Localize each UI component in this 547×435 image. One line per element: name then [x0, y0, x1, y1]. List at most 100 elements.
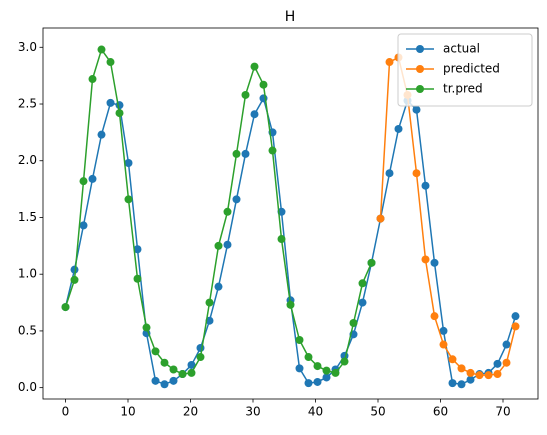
series-marker [169, 376, 178, 385]
series-marker [385, 169, 394, 178]
series-marker [349, 318, 358, 327]
series-marker [313, 377, 322, 386]
series-marker [232, 195, 241, 204]
series-marker [502, 340, 511, 349]
series-marker [358, 279, 367, 288]
series-marker [70, 275, 79, 284]
series-marker [457, 380, 466, 389]
legend-box [397, 33, 533, 107]
series-marker [466, 375, 475, 384]
series-marker [124, 195, 133, 204]
legend-label: tr.pred [443, 82, 483, 96]
series-marker [79, 177, 88, 186]
series-marker [268, 146, 277, 155]
legend-label: predicted [443, 62, 500, 76]
series-marker [331, 368, 340, 377]
series-marker [61, 303, 70, 312]
series-marker [439, 326, 448, 335]
series-marker [502, 358, 511, 367]
series-marker [232, 149, 241, 158]
legend-label: actual [443, 42, 480, 56]
series-marker [376, 214, 385, 223]
series-marker [250, 62, 259, 71]
x-tick-label: 60 [433, 405, 448, 419]
series-marker [295, 336, 304, 345]
series-marker [466, 368, 475, 377]
series-marker [97, 130, 106, 139]
series-marker [196, 353, 205, 362]
series-marker [187, 368, 196, 377]
series-marker [448, 379, 457, 388]
y-tick-label: 3.0 [18, 40, 37, 54]
series-marker [160, 380, 169, 389]
series-marker [340, 357, 349, 366]
legend-marker [416, 45, 424, 53]
series-marker [79, 221, 88, 230]
series-marker [214, 241, 223, 250]
series-marker [304, 379, 313, 388]
series-marker [106, 98, 115, 107]
series-marker [187, 360, 196, 369]
y-tick-label: 2.0 [18, 153, 37, 167]
series-marker [493, 370, 502, 379]
x-tick-label: 10 [120, 405, 135, 419]
series-marker [367, 258, 376, 267]
y-tick-label: 1.0 [18, 267, 37, 281]
series-marker [448, 355, 457, 364]
series-marker [493, 359, 502, 368]
series-marker [115, 101, 124, 110]
x-tick-label: 50 [370, 405, 385, 419]
series-marker [358, 298, 367, 307]
series-marker [160, 358, 169, 367]
series-marker [214, 282, 223, 291]
series-marker [394, 124, 403, 133]
series-marker [286, 300, 295, 309]
series-marker [97, 45, 106, 54]
series-marker [430, 258, 439, 267]
series-marker [178, 370, 187, 379]
series-marker [88, 75, 97, 84]
series-marker [115, 109, 124, 118]
series-marker [475, 371, 484, 380]
series-marker [322, 366, 331, 375]
series-marker [151, 376, 160, 385]
y-tick-label: 2.5 [18, 97, 37, 111]
series-marker [241, 90, 250, 99]
series-marker [412, 105, 421, 114]
legend-marker [416, 85, 424, 93]
legend: actual predicted tr.pred [397, 33, 533, 107]
series-marker [430, 312, 439, 321]
series-marker [133, 274, 142, 283]
series-marker [259, 80, 268, 89]
series-marker [142, 323, 151, 332]
series-marker [421, 255, 430, 264]
series-marker [106, 58, 115, 67]
series-marker [241, 149, 250, 158]
series-marker [151, 347, 160, 356]
series-marker [421, 181, 430, 190]
chart-title: H [285, 9, 296, 25]
x-tick-label: 40 [308, 405, 323, 419]
series-marker [439, 340, 448, 349]
series-marker [511, 322, 520, 331]
series-marker [124, 159, 133, 168]
series-marker [169, 365, 178, 374]
series-marker [205, 298, 214, 307]
plot-frame [42, 27, 539, 400]
series-marker [457, 364, 466, 373]
series-marker [511, 312, 520, 321]
series-marker [385, 58, 394, 67]
x-tick-label: 0 [62, 405, 70, 419]
y-tick-label: 0.5 [18, 323, 37, 337]
series-marker [322, 373, 331, 382]
series-marker [70, 265, 79, 274]
series-marker [295, 364, 304, 373]
series-marker [313, 362, 322, 371]
series-marker [196, 343, 205, 352]
series-marker [412, 169, 421, 178]
y-tick-label: 1.5 [18, 210, 37, 224]
legend-marker [416, 65, 424, 73]
x-tick-label: 70 [495, 405, 510, 419]
series-marker [277, 235, 286, 244]
series-marker [304, 353, 313, 362]
